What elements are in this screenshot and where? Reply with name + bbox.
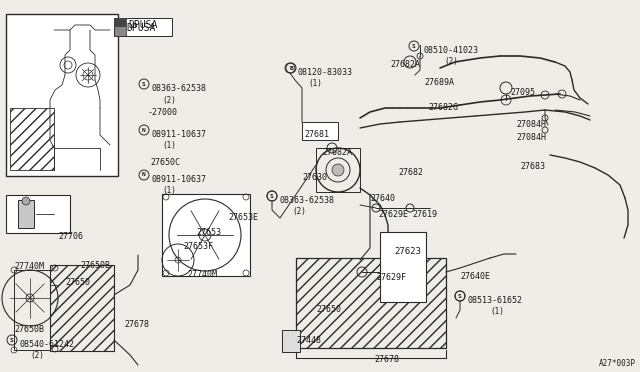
Text: DPUSA: DPUSA: [126, 23, 156, 33]
Circle shape: [332, 164, 344, 176]
Text: S: S: [10, 337, 14, 343]
Bar: [18, 200, 34, 228]
Text: (1): (1): [308, 79, 322, 88]
Text: 27650: 27650: [65, 278, 90, 287]
Text: 27689A: 27689A: [424, 78, 454, 87]
Bar: [114, 18, 172, 36]
Text: 27740M: 27740M: [14, 262, 44, 271]
Text: 27682A: 27682A: [390, 60, 420, 69]
Text: N: N: [142, 173, 146, 177]
Bar: [316, 148, 360, 192]
Text: 08510-41023: 08510-41023: [424, 46, 479, 55]
Text: 27084H: 27084H: [516, 133, 546, 142]
Text: 27623: 27623: [394, 247, 421, 256]
Bar: [10, 108, 54, 170]
Text: 27740M: 27740M: [187, 270, 217, 279]
Text: (2): (2): [292, 207, 306, 216]
Bar: [296, 258, 446, 348]
Text: S: S: [412, 44, 416, 48]
Circle shape: [22, 197, 30, 205]
Text: 27640: 27640: [370, 194, 395, 203]
Bar: [282, 330, 300, 352]
Bar: [6, 14, 118, 176]
Text: S: S: [458, 294, 462, 298]
Text: (1): (1): [162, 141, 176, 150]
Text: 27095: 27095: [510, 88, 535, 97]
Text: 27630: 27630: [302, 173, 327, 182]
Text: (2): (2): [162, 96, 176, 105]
Bar: [380, 232, 426, 302]
Text: 27448: 27448: [296, 336, 321, 345]
Text: S: S: [142, 81, 146, 87]
Text: -27000: -27000: [148, 108, 178, 117]
Text: 27683: 27683: [520, 162, 545, 171]
Text: 27706: 27706: [58, 232, 83, 241]
Text: 27653: 27653: [196, 228, 221, 237]
Text: 27653F: 27653F: [183, 242, 213, 251]
Text: 27619: 27619: [412, 210, 437, 219]
Text: 27629F: 27629F: [376, 273, 406, 282]
Bar: [114, 18, 126, 36]
Text: 08513-61652: 08513-61652: [468, 296, 523, 305]
Text: 08911-10637: 08911-10637: [152, 175, 207, 184]
Text: 27650C: 27650C: [150, 158, 180, 167]
Text: S: S: [270, 193, 274, 199]
Text: 08363-62538: 08363-62538: [280, 196, 335, 205]
Text: N: N: [142, 128, 146, 132]
Text: 27653E: 27653E: [228, 213, 258, 222]
Text: 27629E: 27629E: [378, 210, 408, 219]
Text: DPUSA: DPUSA: [128, 20, 157, 30]
Bar: [162, 194, 250, 276]
Bar: [50, 265, 114, 351]
Text: 27678: 27678: [374, 355, 399, 364]
Bar: [6, 195, 70, 233]
Text: 27682: 27682: [398, 168, 423, 177]
Text: (2): (2): [30, 351, 44, 360]
Text: 27650B: 27650B: [14, 325, 44, 334]
Text: 27678: 27678: [124, 320, 149, 329]
Text: 27650: 27650: [316, 305, 341, 314]
Text: 27084H: 27084H: [516, 120, 546, 129]
Text: B: B: [289, 65, 293, 71]
Text: 08540-61242: 08540-61242: [20, 340, 75, 349]
Text: 08120-83033: 08120-83033: [298, 68, 353, 77]
Text: 08911-10637: 08911-10637: [152, 130, 207, 139]
Text: (2): (2): [444, 57, 458, 66]
Text: 27650B: 27650B: [80, 261, 110, 270]
Text: 08363-62538: 08363-62538: [152, 84, 207, 93]
Text: A27*003P: A27*003P: [599, 359, 636, 368]
Text: 27681: 27681: [304, 130, 329, 139]
Text: (1): (1): [490, 307, 504, 316]
Text: 27640E: 27640E: [460, 272, 490, 281]
Bar: [302, 122, 338, 140]
Text: 27682G: 27682G: [428, 103, 458, 112]
Text: (1): (1): [162, 186, 176, 195]
Bar: [114, 18, 126, 27]
Text: 27682A: 27682A: [322, 148, 352, 157]
